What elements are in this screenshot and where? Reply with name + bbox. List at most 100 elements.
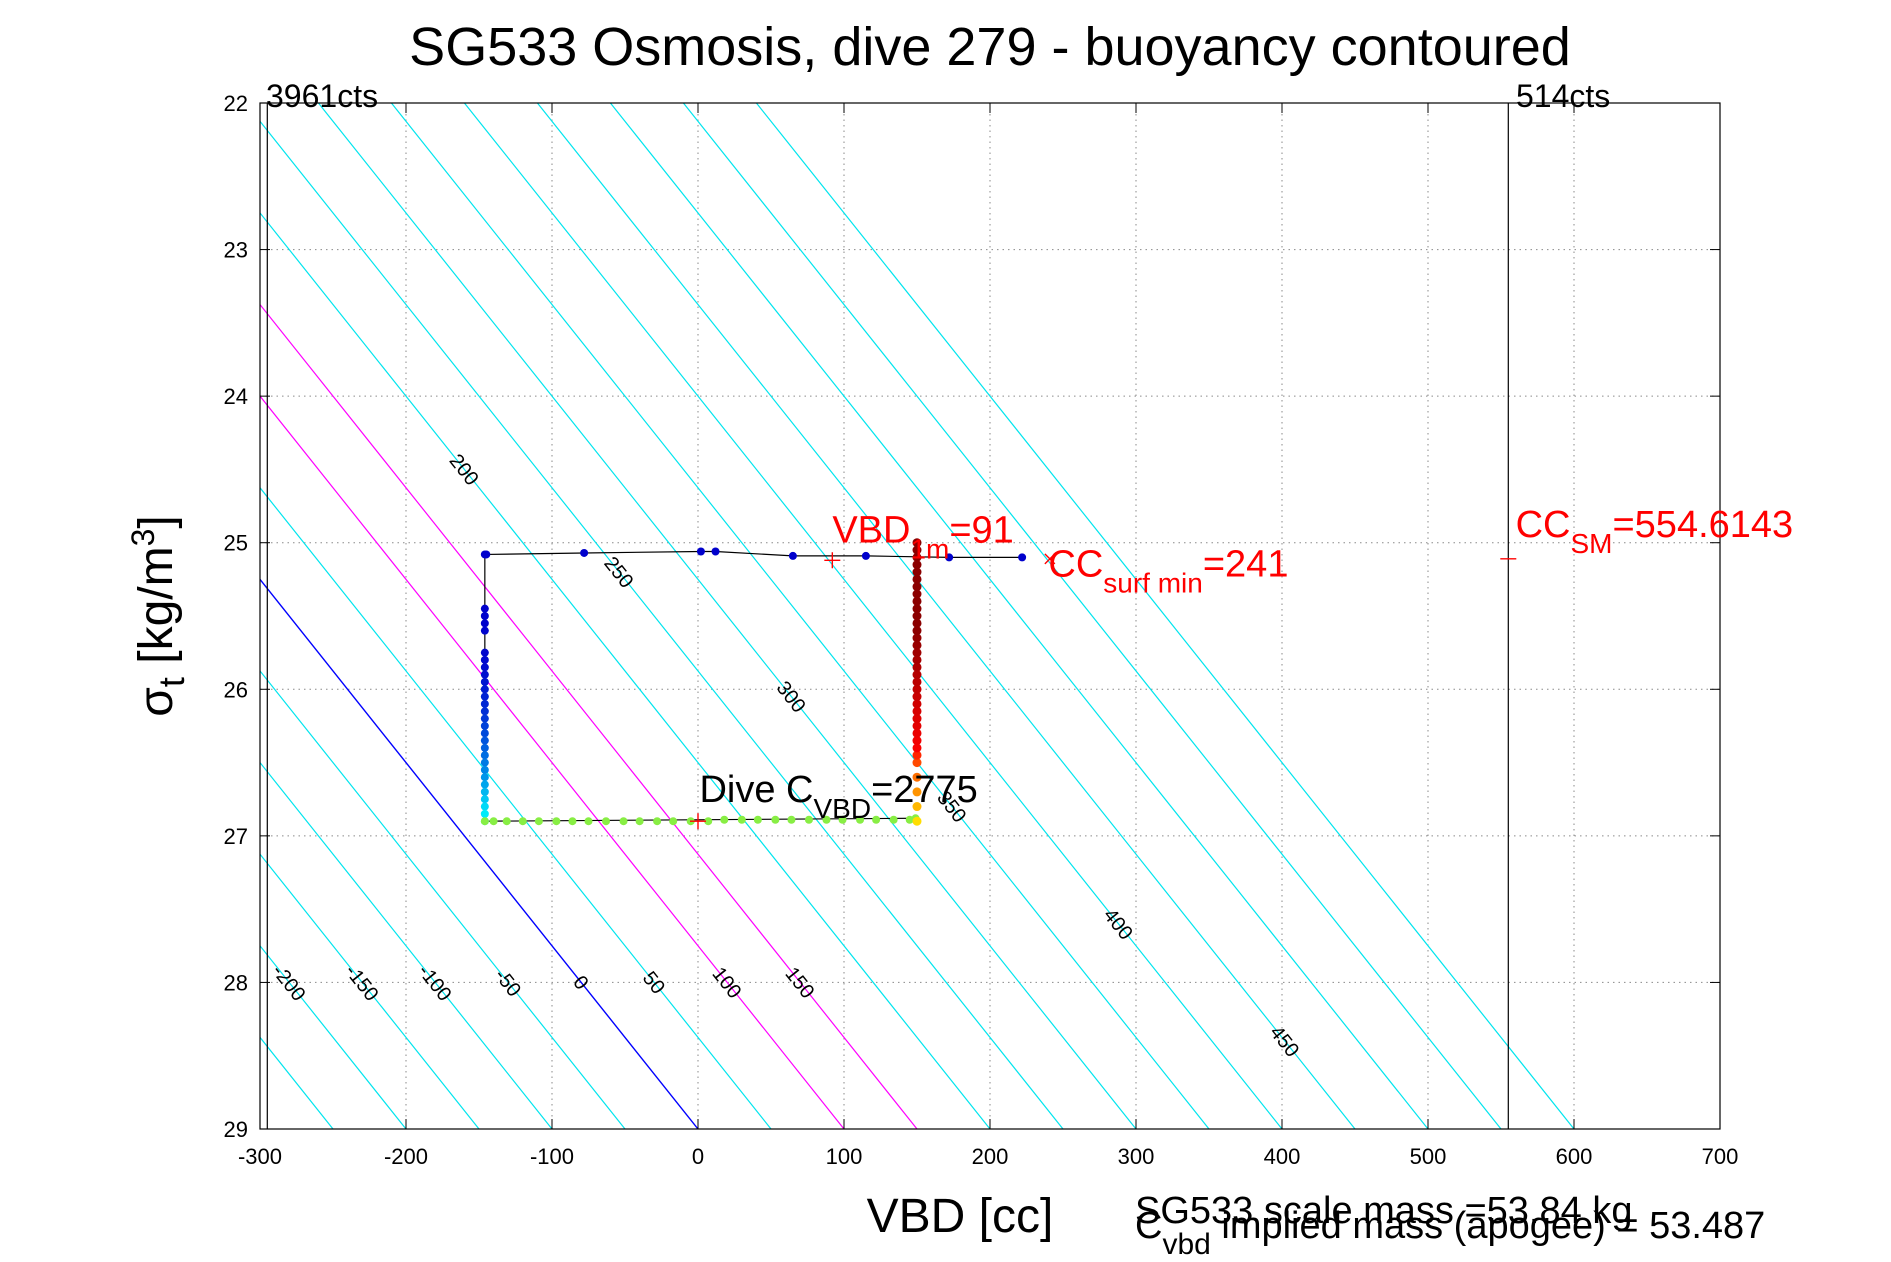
descent-point [480,550,489,559]
x-tick-label: 300 [1118,1144,1155,1169]
descent-point [480,729,489,738]
contour-line [260,486,772,1129]
contour-line [682,103,1502,1129]
apogee-point [502,817,511,826]
chart-title: SG533 Osmosis, dive 279 - buoyancy conto… [409,17,1571,77]
ascent-point [912,538,922,548]
apogee-point [822,815,831,824]
apogee-point [568,817,577,826]
descent-point [480,780,489,789]
reference-lines [266,103,1509,1129]
descent-point [480,765,489,774]
descent-point [480,707,489,716]
descent-point [480,802,489,811]
descent-point [480,670,489,679]
ascent-point [912,699,922,709]
x-tick-label: 500 [1410,1144,1447,1169]
apogee-point [771,815,780,824]
x-tick-label: 200 [972,1144,1009,1169]
y-tick-label: 24 [224,384,248,409]
descent-point [480,795,489,804]
apogee-point [804,815,813,824]
ascent-point [912,802,922,812]
y-tick-label: 25 [224,531,248,556]
ascent-point [912,758,922,768]
descent-point [480,619,489,628]
contour-label: 400 [1099,905,1137,945]
contour-line [260,578,699,1129]
descent-point [480,773,489,782]
surface-point [945,553,954,562]
ascent-point [912,692,922,702]
contour-label: 0 [568,972,592,994]
apogee-point [720,815,729,824]
contour-label: 50 [638,967,669,998]
ascent-point [912,611,922,621]
contour-label: 200 [445,450,483,490]
apogee-point [518,817,527,826]
ascent-point [912,662,922,672]
ascent-point [912,604,922,614]
ascent-point [912,618,922,628]
descent-point [480,809,489,818]
annotation-cc-surf-min: CCsurf min=241 [1048,543,1288,598]
apogee-point [872,815,881,824]
ascent-point [912,640,922,650]
contour-line [260,944,407,1129]
x-tick-label: 600 [1556,1144,1593,1169]
contour-label: -100 [413,961,455,1006]
descent-point [480,736,489,745]
scale-mass-note: SG533 scale mass =53.84 kg [1135,1190,1632,1232]
ascent-point [912,582,922,592]
contour-label: 100 [707,963,745,1003]
cc-surf-min-marker [1044,553,1056,565]
data-series [480,538,1027,826]
ascent-point [912,736,922,746]
x-tick-label: -300 [238,1144,282,1169]
ascent-point [912,567,922,577]
contour-line [536,103,1356,1129]
y-tick-label: 22 [224,91,248,116]
apogee-point [737,815,746,824]
ascent-point [912,714,922,724]
markers [690,552,1517,830]
ascent-point [912,633,922,643]
apogee-point [669,817,678,826]
contour-line [260,303,918,1129]
ascent-point [912,721,922,731]
contour-line [390,103,1210,1129]
apogee-point [856,815,865,824]
contour-label: -200 [267,961,309,1006]
contour-label: 250 [599,553,637,593]
apogee-point [753,815,762,824]
contour-line [260,120,1064,1129]
ascent-point [912,706,922,716]
apogee-point [787,815,796,824]
ascent-point [912,560,922,570]
contour-labels: -200 -150 -100 -50 0 50 100 1502002503003504004… [267,450,1303,1061]
axis-ticks: -300 -200 -100 0 100 200 300 400 500 600 700222324… [224,91,1739,1169]
ascent-point [912,772,922,782]
ascent-point [912,677,922,687]
ascent-point [912,552,922,562]
annotations: VBD1m=91 CCsurf min=241 CCSM=554.6143 Dive … [699,504,1793,824]
annotation-cc-sm: CCSM=554.6143 [1516,504,1794,559]
apogee-point [534,817,543,826]
ascent-point [912,596,922,606]
y-tick-label: 27 [224,824,248,849]
contour-label: 150 [780,963,818,1003]
annotation-vbd-1m: VBD1m=91 [832,510,1014,565]
x-tick-label: 100 [826,1144,863,1169]
descent-point [480,677,489,686]
contour-line [609,103,1429,1129]
apogee-point [704,817,713,826]
descent-point [480,604,489,613]
contour-line [0,103,114,1129]
contour-label: -50 [490,965,525,1001]
apogee-point [653,817,662,826]
ascent-point [912,545,922,555]
apogee-point [602,817,611,826]
descent-point [480,721,489,730]
contour-line [755,103,1575,1129]
